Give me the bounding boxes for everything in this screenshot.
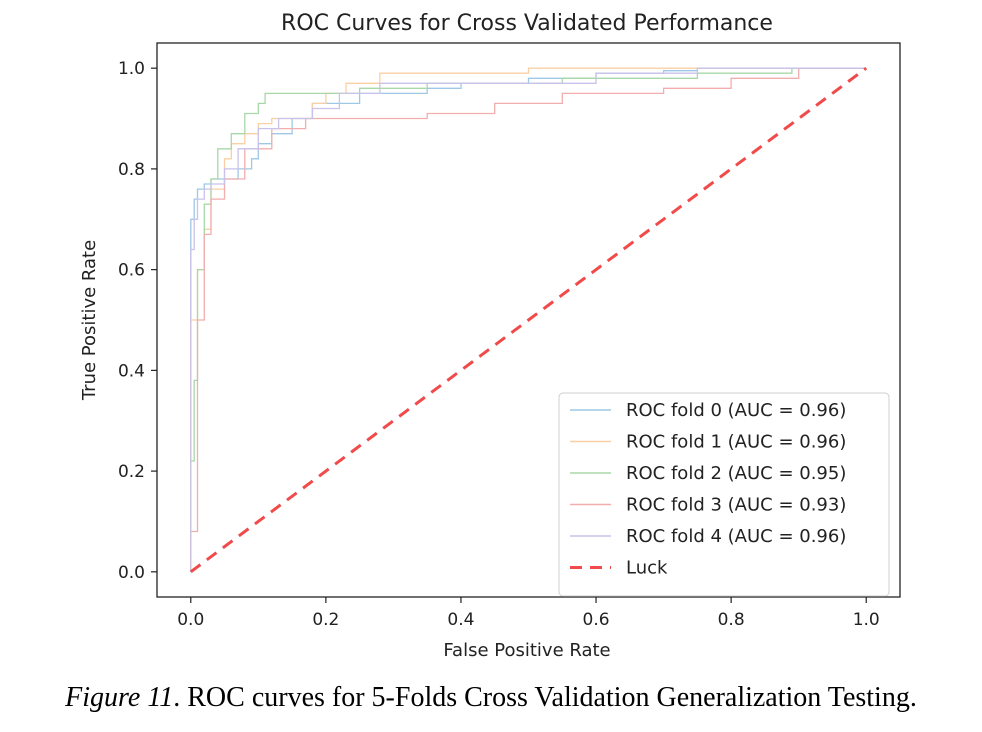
x-tick-label: 0.6 bbox=[583, 610, 610, 630]
legend-label: ROC fold 1 (AUC = 0.96) bbox=[626, 432, 846, 453]
y-tick-label: 0.2 bbox=[118, 462, 145, 482]
y-axis-label: True Positive Rate bbox=[79, 240, 100, 401]
axis-ticks: 0.0 0.2 0.4 0.6 0.8 1.0 0.0 0.2 0.4 0.6 0.8 1.0 bbox=[118, 59, 880, 630]
x-tick-label: 0.0 bbox=[177, 610, 204, 630]
plot-frame bbox=[156, 42, 901, 598]
y-tick-label: 0.8 bbox=[118, 160, 145, 180]
y-tick-label: 0.6 bbox=[118, 261, 145, 281]
x-tick-label: 0.2 bbox=[312, 610, 339, 630]
y-tick-label: 1.0 bbox=[118, 59, 145, 79]
figure-caption: Figure 11. ROC curves for 5-Folds Cross … bbox=[0, 682, 982, 714]
x-axis-label: False Positive Rate bbox=[443, 640, 610, 661]
y-tick-label: 0.4 bbox=[118, 361, 145, 381]
figure-caption-text: . ROC curves for 5-Folds Cross Validatio… bbox=[173, 682, 917, 713]
roc-fold-2-curve bbox=[190, 67, 867, 572]
y-tick-label: 0.0 bbox=[118, 563, 145, 583]
legend-label: ROC fold 2 (AUC = 0.95) bbox=[626, 463, 846, 484]
legend-label: ROC fold 4 (AUC = 0.96) bbox=[626, 526, 846, 547]
chart-title: ROC Curves for Cross Validated Performan… bbox=[281, 11, 773, 36]
x-tick-label: 0.8 bbox=[718, 610, 745, 630]
figure-label: Figure 11 bbox=[65, 682, 174, 713]
luck-line bbox=[189, 66, 868, 574]
roc-fold-4-curve bbox=[190, 67, 867, 572]
x-tick-label: 1.0 bbox=[853, 610, 880, 630]
legend-label: Luck bbox=[626, 558, 668, 579]
legend-label: ROC fold 0 (AUC = 0.96) bbox=[626, 400, 846, 421]
legend-label: ROC fold 3 (AUC = 0.93) bbox=[626, 495, 846, 516]
x-tick-label: 0.4 bbox=[447, 610, 474, 630]
legend: ROC fold 0 (AUC = 0.96) ROC fold 1 (AUC =… bbox=[558, 392, 890, 597]
legend-box bbox=[558, 392, 890, 597]
roc-fold-3-curve bbox=[190, 67, 867, 572]
roc-chart: ROC Curves for Cross Validated Performan… bbox=[79, 11, 901, 661]
roc-curves bbox=[189, 66, 868, 574]
